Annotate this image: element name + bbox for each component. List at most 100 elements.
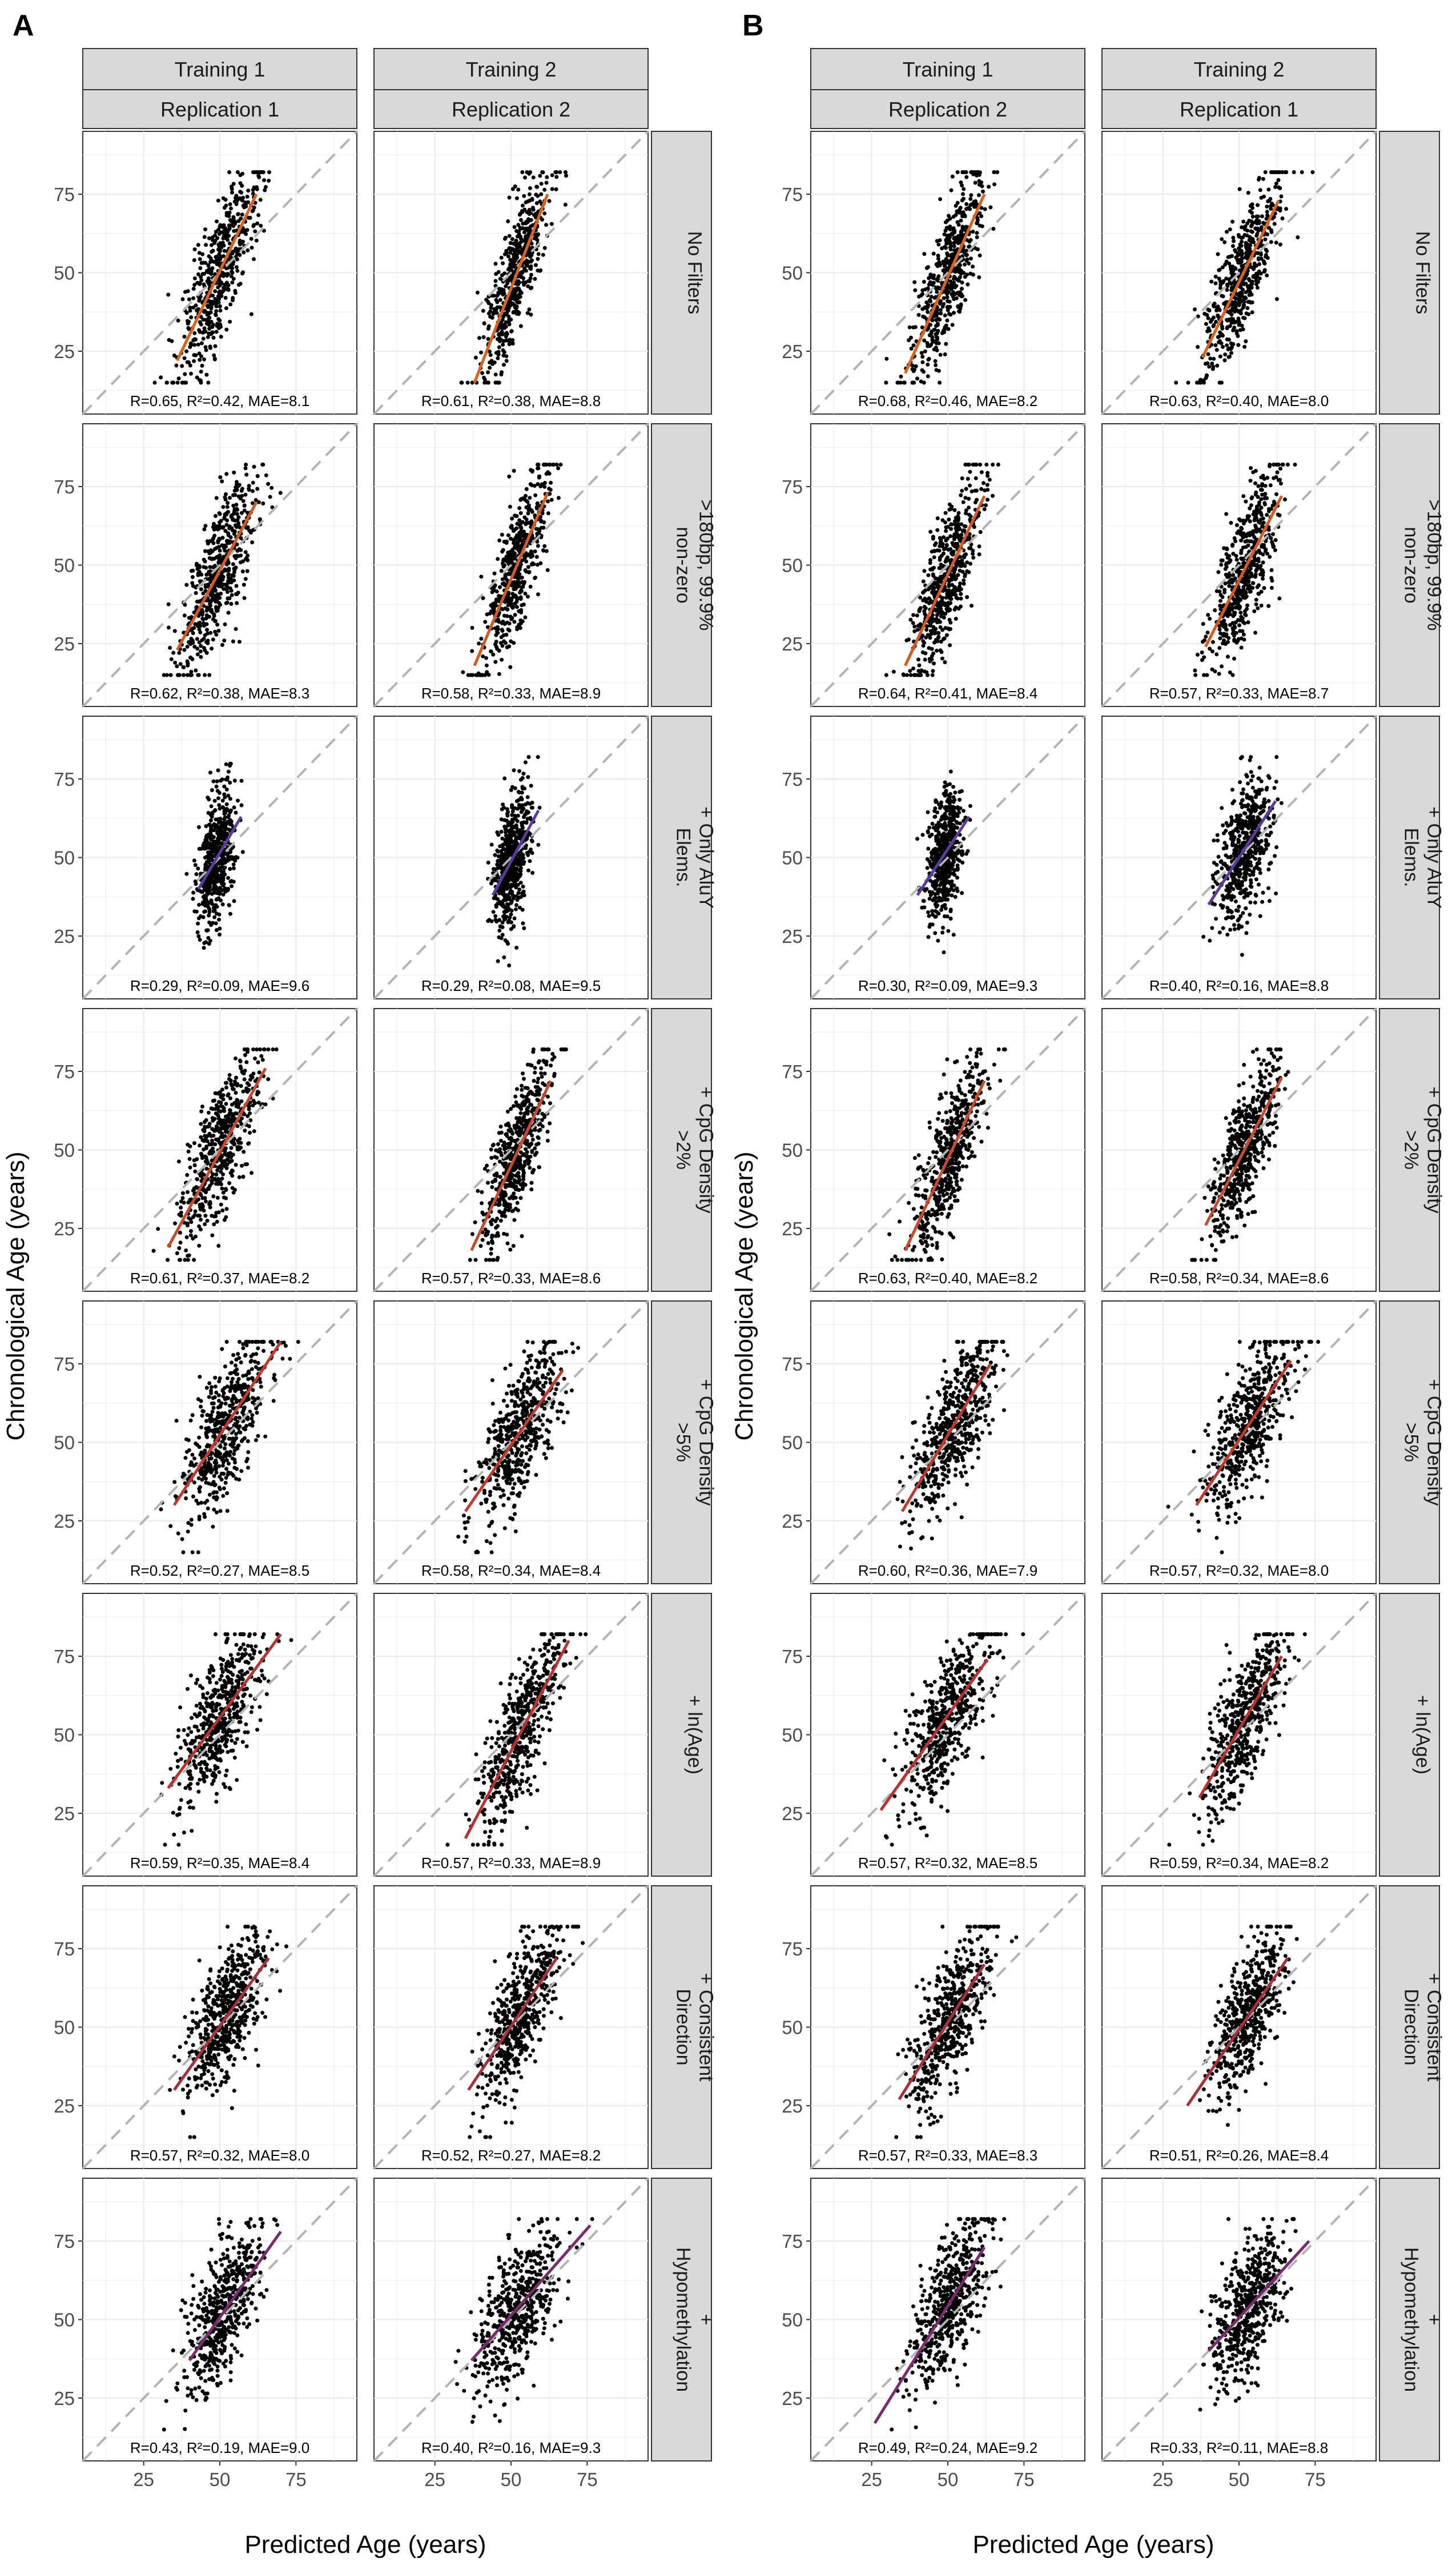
- row-label-strip: [1379, 1593, 1440, 1877]
- y-tick-label: 75: [54, 1061, 75, 1082]
- scatter-points: [894, 1925, 1019, 2139]
- row-label: Hypomethylation: [673, 2247, 694, 2392]
- scatter-points: [486, 755, 542, 968]
- y-tick-label: 25: [54, 1511, 75, 1532]
- regression-fit-line: [1204, 1077, 1283, 1226]
- regression-fit-line: [167, 1633, 282, 1789]
- scatter-points: [1201, 755, 1284, 957]
- regression-fit-line: [904, 1080, 986, 1251]
- column-header-label: Replication 1: [160, 98, 279, 121]
- column-header-label: Training 1: [903, 58, 994, 81]
- fit-stats-label: R=0.64, R²=0.41, MAE=8.4: [858, 685, 1037, 702]
- fit-stats-label: R=0.61, R²=0.38, MAE=8.8: [421, 392, 601, 409]
- scatter-points: [884, 463, 1000, 677]
- column-header-label: Replication 2: [888, 98, 1007, 121]
- text-layer: A B Training 1 Replication 1 Training 2 Repli…: [2, 9, 1445, 2559]
- scatter-points: [1198, 2217, 1298, 2412]
- x-tick-label: 75: [577, 2469, 598, 2490]
- identity-reference-line: [1101, 1007, 1377, 1292]
- fit-stats-label: R=0.30, R²=0.09, MAE=9.3: [858, 977, 1037, 994]
- row-label-strip: [651, 423, 712, 707]
- regression-fit-line: [167, 1067, 267, 1248]
- x-tick-label: 25: [861, 2469, 882, 2490]
- y-tick-label: 50: [782, 2310, 803, 2331]
- row-label: + Consistent: [695, 1973, 717, 2082]
- row-label-strip: [1379, 2178, 1440, 2461]
- row-label: + CpG Density: [695, 1086, 717, 1213]
- scatter-points: [895, 1340, 1009, 1551]
- row-label: No Filters: [1412, 231, 1434, 314]
- regression-fit-line: [873, 2246, 986, 2424]
- column-header-label: Replication 1: [1180, 98, 1298, 121]
- row-label: Elems.: [673, 828, 694, 888]
- row-label: >2%: [673, 1130, 694, 1170]
- identity-reference-line: [810, 1300, 1086, 1585]
- y-tick-label: 25: [54, 926, 75, 947]
- column-header-strip: [82, 48, 357, 90]
- column-header-strip: [373, 89, 649, 129]
- y-tick-label: 50: [54, 263, 75, 284]
- y-tick-label: 75: [782, 184, 803, 205]
- fit-stats-label: R=0.59, R²=0.34, MAE=8.2: [1149, 1854, 1329, 1872]
- regression-fit-line: [470, 2224, 592, 2362]
- fit-stats-label: R=0.58, R²=0.34, MAE=8.4: [421, 1562, 601, 1579]
- row-label-strip: [651, 131, 712, 415]
- panel-letter: A: [13, 9, 34, 42]
- y-tick-label: 50: [54, 1140, 75, 1161]
- fit-stats-label: R=0.57, R²=0.32, MAE=8.5: [858, 1854, 1037, 1872]
- regression-fit-line: [176, 193, 258, 362]
- y-tick-label: 25: [782, 2388, 803, 2409]
- fit-stats-label: R=0.43, R²=0.19, MAE=9.0: [130, 2439, 309, 2456]
- identity-reference-line: [810, 2177, 1086, 2462]
- regression-fit-line: [1198, 1655, 1283, 1798]
- row-label-strip: [651, 2178, 712, 2461]
- row-label: + ln(Age): [1412, 1695, 1434, 1774]
- row-label: + CpG Density: [1423, 1379, 1445, 1505]
- fit-stats-label: R=0.57, R²=0.32, MAE=8.0: [1149, 1562, 1329, 1579]
- y-tick-label: 25: [782, 341, 803, 362]
- fit-stats-label: R=0.51, R²=0.26, MAE=8.4: [1149, 2147, 1329, 2164]
- y-tick-label: 75: [54, 769, 75, 790]
- fit-stats-label: R=0.57, R²=0.33, MAE=8.6: [421, 1270, 601, 1287]
- y-tick-label: 75: [54, 1354, 75, 1375]
- y-tick-label: 75: [54, 2231, 75, 2252]
- column-header-strip: [1101, 89, 1377, 129]
- row-label-strip: [1379, 131, 1440, 415]
- row-label: +: [695, 2314, 717, 2326]
- identity-reference-line: [810, 1007, 1086, 1292]
- column-header-strip: [810, 89, 1085, 129]
- row-label-strip: [1379, 1300, 1440, 1584]
- row-label-strip: [651, 716, 712, 999]
- x-tick-label: 50: [210, 2469, 231, 2490]
- row-label-strip: [651, 1885, 712, 2169]
- x-tick-label: 50: [501, 2469, 522, 2490]
- row-label-strip: [1379, 1885, 1440, 2169]
- regression-fit-line: [1186, 1957, 1289, 2107]
- row-label: + CpG Density: [1423, 1086, 1445, 1213]
- identity-reference-line: [82, 1300, 358, 1585]
- regression-fit-line: [904, 495, 986, 666]
- y-tick-label: 50: [54, 2017, 75, 2038]
- scatter-points: [1167, 1632, 1307, 1847]
- identity-reference-line: [1101, 130, 1377, 415]
- identity-reference-line: [82, 1592, 358, 1877]
- row-label: Direction: [1401, 1989, 1422, 2065]
- row-label: >5%: [1401, 1423, 1422, 1462]
- scatter-points: [459, 170, 568, 385]
- x-axis-title: Predicted Age (years): [244, 2531, 486, 2559]
- y-tick-label: 75: [782, 1938, 803, 1959]
- row-label-strip: [651, 1300, 712, 1584]
- identity-reference-line: [810, 1885, 1086, 2170]
- fit-stats-label: R=0.57, R²=0.33, MAE=8.9: [421, 1854, 601, 1872]
- y-tick-label: 75: [782, 769, 803, 790]
- fit-stats-label: R=0.58, R²=0.34, MAE=8.6: [1149, 1270, 1329, 1287]
- regression-fit-line: [1195, 1360, 1292, 1506]
- regression-fit-line: [172, 1341, 282, 1506]
- identity-reference-line: [82, 423, 358, 708]
- identity-reference-line: [810, 715, 1086, 1000]
- y-tick-label: 25: [782, 1511, 803, 1532]
- x-tick-label: 75: [285, 2469, 307, 2490]
- row-label: Elems.: [1401, 828, 1422, 888]
- identity-reference-line: [373, 715, 649, 1000]
- y-tick-label: 25: [54, 341, 75, 362]
